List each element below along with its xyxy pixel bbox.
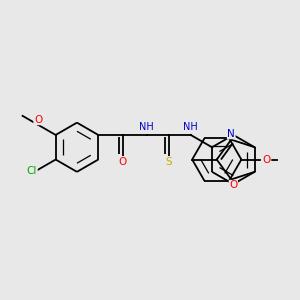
Text: Cl: Cl <box>27 166 37 176</box>
Text: O: O <box>34 115 42 125</box>
Text: N: N <box>227 129 235 139</box>
Text: S: S <box>165 157 172 167</box>
Text: O: O <box>229 180 238 190</box>
Text: NH: NH <box>183 122 198 132</box>
Text: O: O <box>262 154 271 164</box>
Text: NH: NH <box>139 122 154 132</box>
Text: O: O <box>119 157 127 167</box>
